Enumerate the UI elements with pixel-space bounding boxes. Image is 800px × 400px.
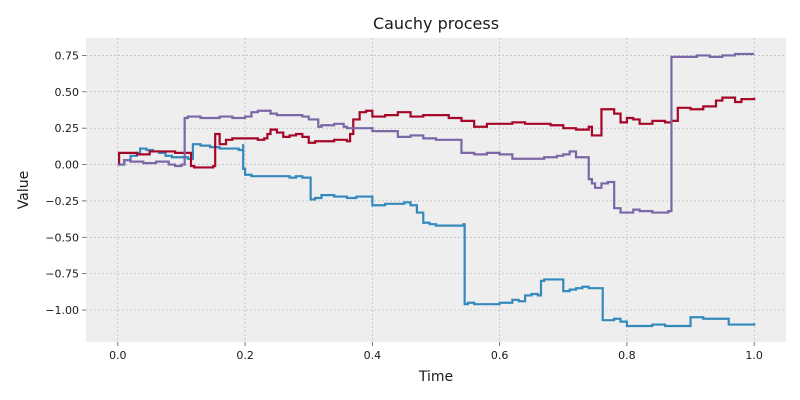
x-tick-label: 0.4 (364, 349, 382, 362)
x-tick-label: 0.6 (491, 349, 509, 362)
y-tick-label: 0.50 (55, 86, 80, 99)
y-tick-label: −0.75 (45, 268, 79, 281)
y-tick-label: −0.50 (45, 231, 79, 244)
y-axis-label: Value (16, 171, 32, 209)
y-tick-label: 0.75 (55, 49, 80, 62)
y-tick-label: 0.00 (55, 159, 80, 172)
series-line-1 (117, 143, 756, 328)
chart-title: Cauchy process (373, 14, 499, 33)
y-tick-label: 0.25 (55, 122, 80, 135)
x-axis-label: Time (418, 369, 453, 385)
x-tick-label: 0.8 (618, 349, 636, 362)
series-layer (117, 52, 756, 328)
y-tick-label: −1.00 (45, 304, 79, 317)
grid (86, 38, 786, 342)
series-line-3 (117, 52, 755, 214)
x-axis: 0.0 0.2 0.4 0.6 0.8 1.0 (109, 342, 763, 362)
x-tick-label: 1.0 (745, 349, 763, 362)
plot-area (86, 38, 786, 342)
x-tick-label: 0.2 (236, 349, 254, 362)
y-tick-label: −0.25 (45, 195, 79, 208)
x-tick-label: 0.0 (109, 349, 127, 362)
series-line-2 (117, 96, 756, 169)
y-axis: −1.00 −0.75 −0.50 −0.25 0.00 0.25 0.50 0.75 (45, 49, 86, 317)
